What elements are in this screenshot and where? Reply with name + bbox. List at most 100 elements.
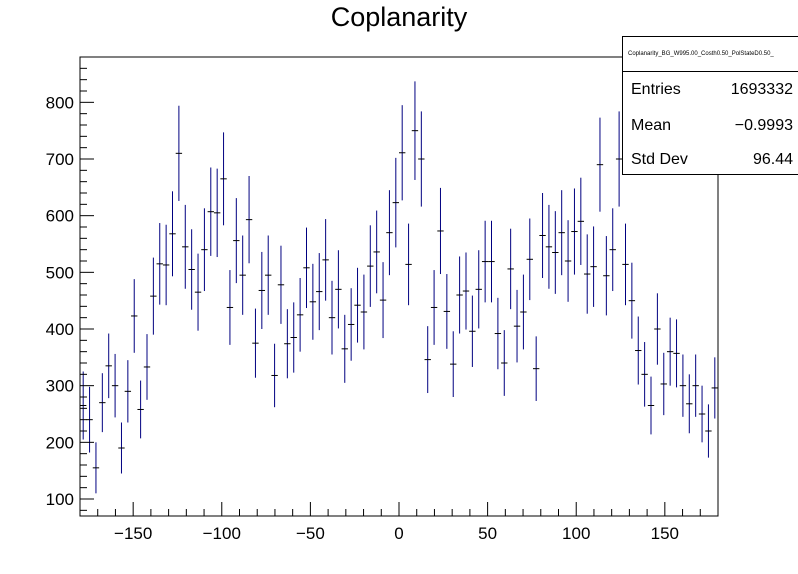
data-point xyxy=(284,309,291,379)
data-point xyxy=(162,224,170,306)
data-point xyxy=(373,210,380,294)
x-tick-label: −50 xyxy=(296,524,325,543)
data-point xyxy=(526,218,533,301)
data-point xyxy=(679,354,687,417)
data-point xyxy=(392,157,399,248)
data-point xyxy=(239,235,246,315)
x-tick-label: 0 xyxy=(394,524,403,543)
y-tick-label: 300 xyxy=(46,377,74,396)
x-tick-label: 100 xyxy=(562,524,590,543)
data-point xyxy=(647,376,655,435)
data-point xyxy=(296,278,304,352)
data-point xyxy=(80,371,87,440)
data-point xyxy=(111,353,119,418)
data-point xyxy=(399,105,406,201)
data-point xyxy=(615,111,623,207)
data-point xyxy=(692,354,699,417)
data-point xyxy=(501,330,508,396)
stats-box: Coplanarity_BG_W995.00_Costh0.50_PolStat… xyxy=(622,36,798,175)
data-point xyxy=(92,442,100,494)
data-point xyxy=(488,220,495,303)
data-point xyxy=(99,373,106,433)
data-point xyxy=(354,267,361,343)
data-point xyxy=(571,188,578,275)
data-point xyxy=(584,234,591,314)
data-point xyxy=(609,208,616,292)
data-point xyxy=(265,235,272,315)
data-point xyxy=(660,352,667,416)
stats-mean-value: −0.9993 xyxy=(734,117,793,134)
data-point xyxy=(698,385,706,443)
x-tick-label: −100 xyxy=(203,524,241,543)
data-point xyxy=(360,274,368,350)
data-point xyxy=(507,228,514,310)
data-point xyxy=(545,204,553,289)
data-point xyxy=(131,279,138,353)
data-point xyxy=(462,252,470,330)
y-tick-label: 500 xyxy=(46,263,74,282)
y-tick-label: 400 xyxy=(46,320,74,339)
data-point xyxy=(590,226,597,307)
data-point xyxy=(252,308,259,378)
data-point xyxy=(596,117,604,212)
data-point xyxy=(577,177,585,265)
data-point xyxy=(143,334,151,400)
data-point xyxy=(341,314,348,383)
data-point xyxy=(335,250,342,329)
x-tick-label: 150 xyxy=(651,524,679,543)
data-point xyxy=(188,229,195,310)
data-point xyxy=(175,105,183,201)
data-point xyxy=(347,288,355,361)
x-tick-label: −150 xyxy=(114,524,152,543)
data-point xyxy=(711,357,718,419)
data-point xyxy=(245,176,253,264)
data-point xyxy=(233,198,240,284)
data-point xyxy=(558,190,565,276)
data-point xyxy=(258,251,266,329)
data-point xyxy=(290,302,297,373)
data-point xyxy=(450,331,457,397)
data-point xyxy=(705,404,712,458)
data-point xyxy=(277,245,285,324)
stats-std-label: Std Dev xyxy=(631,151,688,168)
data-point xyxy=(213,168,221,258)
data-point xyxy=(469,295,476,367)
data-point xyxy=(622,223,629,306)
chart-title: Coplanarity xyxy=(330,2,468,32)
data-point xyxy=(124,360,132,423)
y-tick-label: 200 xyxy=(46,433,74,452)
data-point xyxy=(686,374,693,434)
data-point xyxy=(494,297,502,370)
stats-entries-label: Entries xyxy=(631,81,681,98)
data-point xyxy=(539,193,546,278)
stats-histogram-name: Coplanarity_BG_W995.00_Costh0.50_PolStat… xyxy=(623,37,798,72)
data-point xyxy=(169,191,176,277)
data-point xyxy=(150,257,157,335)
data-point xyxy=(226,270,234,345)
data-point xyxy=(156,223,163,305)
data-point xyxy=(430,270,438,345)
data-point xyxy=(520,274,527,350)
data-point xyxy=(411,81,419,180)
data-point xyxy=(194,253,202,331)
data-point xyxy=(481,220,489,303)
data-point xyxy=(405,223,412,306)
y-tick-label: 800 xyxy=(46,93,74,112)
data-point xyxy=(271,343,278,408)
data-point xyxy=(316,253,323,331)
data-point xyxy=(386,190,393,276)
x-tick-label: 50 xyxy=(478,524,497,543)
data-point xyxy=(182,204,189,289)
data-point xyxy=(424,326,431,394)
data-point xyxy=(105,333,112,399)
data-point xyxy=(628,262,636,339)
data-point xyxy=(137,380,144,439)
data-point xyxy=(418,111,425,207)
stats-entries-value: 1693332 xyxy=(730,81,793,98)
data-point xyxy=(673,319,680,388)
data-point xyxy=(328,280,336,355)
data-point xyxy=(367,225,374,307)
data-point xyxy=(475,250,482,329)
data-point xyxy=(641,342,648,407)
